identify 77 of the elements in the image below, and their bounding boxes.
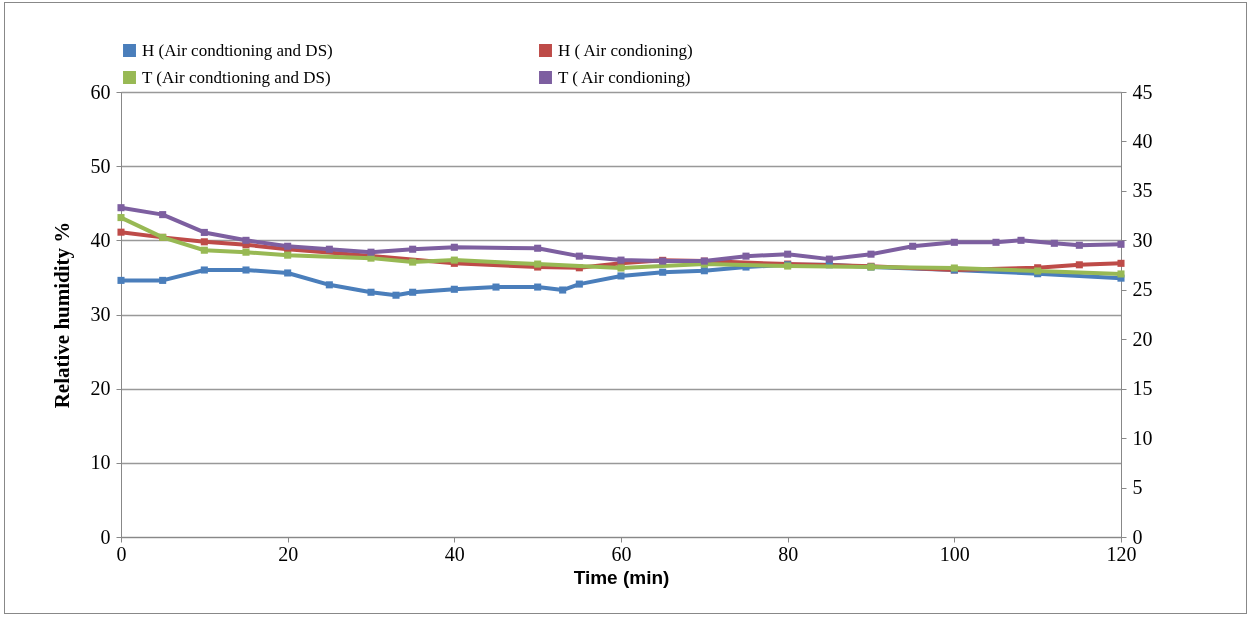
y2-tick-label: 35 (1132, 179, 1153, 202)
point (1050, 239, 1058, 247)
y2-tick-label: 45 (1132, 80, 1153, 103)
y2-tick-label: 40 (1132, 129, 1153, 152)
point (200, 266, 208, 274)
point (159, 276, 167, 284)
x-tick-label: 80 (778, 542, 799, 565)
legend-label: T (Air condtioning and DS) (142, 67, 331, 87)
legend-label: H ( Air condioning) (558, 40, 693, 60)
point (575, 252, 583, 260)
point (367, 248, 375, 256)
x-axis-title: Time (min) (573, 566, 670, 588)
y2-tick-label: 10 (1132, 426, 1153, 449)
point (117, 228, 125, 236)
point (409, 258, 417, 266)
y2-tick-label: 30 (1132, 228, 1153, 251)
point (409, 288, 417, 296)
legend-label: T ( Air condioning) (558, 67, 691, 87)
point (200, 228, 208, 236)
legend-label: H (Air condtioning and DS) (142, 40, 333, 60)
y-tick-label: 10 (90, 451, 111, 474)
point (617, 264, 625, 272)
point (492, 283, 500, 291)
point (1117, 259, 1125, 267)
y-tick-label: 30 (90, 303, 111, 325)
point (450, 243, 458, 251)
point (742, 252, 750, 260)
point (534, 283, 542, 291)
y-tick-label: 0 (100, 525, 111, 548)
x-tick-label: 40 (444, 542, 465, 565)
y-axis-title: Relative humidity % (49, 221, 74, 409)
point (117, 214, 125, 222)
point (659, 268, 667, 276)
point (392, 291, 400, 299)
y-tick-label: 20 (90, 377, 111, 400)
point (200, 238, 208, 246)
point (117, 276, 125, 284)
point (559, 286, 567, 294)
point (575, 280, 583, 288)
y2-tick-label: 0 (1132, 525, 1143, 548)
y2-tick-label: 25 (1132, 278, 1153, 301)
point (450, 285, 458, 293)
point (534, 244, 542, 252)
point (409, 245, 417, 253)
point (909, 242, 917, 250)
x-tick-label: 100 (939, 542, 970, 565)
point (617, 272, 625, 280)
point (242, 236, 250, 244)
point (367, 288, 375, 296)
point (950, 238, 958, 246)
x-tick-label: 20 (278, 542, 299, 565)
y2-tick-label: 20 (1132, 327, 1153, 350)
point (784, 250, 792, 258)
point (242, 266, 250, 274)
point (1117, 240, 1125, 248)
point (325, 281, 333, 289)
point (1075, 261, 1083, 269)
point (117, 204, 125, 212)
y2-tick-label: 15 (1132, 377, 1153, 400)
point (284, 251, 292, 259)
y-tick-label: 40 (90, 228, 111, 251)
y-tick-label: 50 (90, 154, 111, 177)
point (284, 269, 292, 277)
point (159, 211, 167, 219)
point (825, 255, 833, 263)
y2-tick-label: 5 (1132, 476, 1143, 499)
x-tick-label: 0 (116, 542, 127, 565)
point (242, 248, 250, 256)
point (325, 245, 333, 253)
point (1017, 236, 1025, 244)
point (200, 246, 208, 254)
y-tick-label: 60 (90, 80, 111, 103)
point (992, 238, 1000, 246)
point (1117, 270, 1125, 278)
point (867, 250, 875, 258)
point (1075, 241, 1083, 249)
x-tick-label: 60 (611, 542, 632, 565)
